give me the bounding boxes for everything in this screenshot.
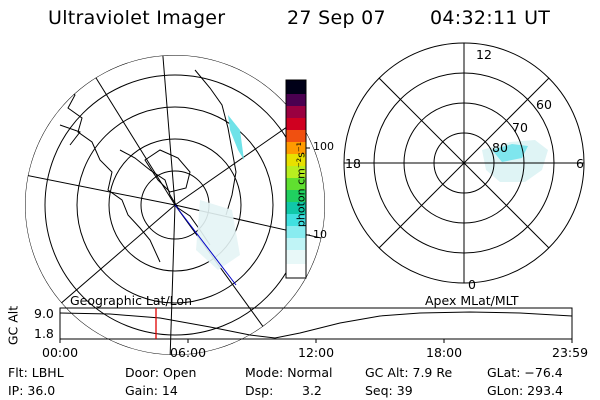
colorbar-tick-10: 10 [313,228,327,241]
gain-info: Gain: 14 [125,383,178,398]
ip-info: IP: 36.0 [8,383,56,398]
altitude-xtick-1: 06:00 [170,345,207,360]
lat-label-60: 60 [536,97,552,112]
colorbar-tick-100: 100 [313,140,334,153]
lat-label-80: 80 [492,140,508,155]
altitude-xtick-2: 12:00 [298,345,335,360]
filter-info: Flt: LBHL [8,365,64,380]
dsp-label: Dsp: [245,383,274,398]
gcalt-info: GC Alt: 7.9 Re [365,365,453,380]
colorbar-unit-label: photon cm⁻²s⁻¹ [294,141,308,228]
altitude-ylabel: GC Alt [5,305,21,346]
mlt-label-bottom: 0 [468,277,476,292]
time-label: 04:32:11 UT [430,7,551,29]
door-info: Door: Open [125,365,197,380]
altitude-ytick-high: 9.0 [34,306,54,321]
colorbar [285,79,310,279]
mlt-label-top: 12 [476,47,492,62]
aurora-patch-left [228,115,244,160]
mode-info: Mode: Normal [245,365,333,380]
aurora-diffuse-left [196,200,240,270]
satellite-track [174,204,237,286]
polar-plot [343,42,585,284]
glon-info: GLon: 293.4 [487,383,563,398]
geographic-label: Geographic Lat/Lon [70,293,192,308]
mlt-label-right: 6 [576,156,584,171]
date-label: 27 Sep 07 [287,7,386,29]
mlt-label-left: 18 [345,156,361,171]
altitude-plot [59,307,573,343]
altitude-xtick-0: 00:00 [42,345,79,360]
glat-info: GLat: −76.4 [487,365,563,380]
seq-info: Seq: 39 [365,383,413,398]
apex-label: Apex MLat/MLT [425,293,519,308]
altitude-ytick-low: 1.8 [34,326,54,341]
dsp-value: 3.2 [302,383,322,398]
altitude-xtick-3: 18:00 [426,345,463,360]
lat-label-70: 70 [512,120,528,135]
altitude-xtick-4: 23:59 [552,345,589,360]
instrument-title: Ultraviolet Imager [48,7,226,29]
